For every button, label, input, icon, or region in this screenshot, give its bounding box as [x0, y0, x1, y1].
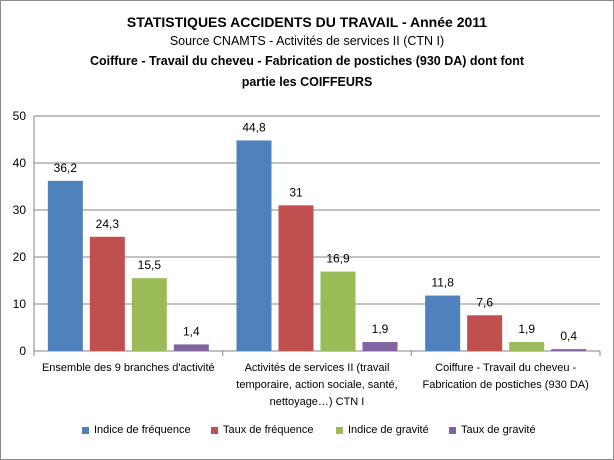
- x-category-label: Coiffure - Travail du cheveu - Fabricatio…: [411, 360, 601, 394]
- data-label: 0,4: [560, 329, 577, 343]
- bar: [509, 342, 545, 351]
- y-tick-label: 30: [13, 203, 27, 217]
- data-label: 11,8: [431, 276, 454, 290]
- legend-label: Indice de gravité: [348, 424, 429, 436]
- legend-item: Indice de fréquence: [82, 424, 191, 436]
- bar: [425, 295, 461, 351]
- data-label: 16,9: [326, 252, 350, 266]
- legend-label: Taux de fréquence: [223, 424, 314, 436]
- chart-subtitle-line-2: partie les COIFFEURS: [241, 75, 373, 89]
- bar: [278, 205, 314, 351]
- bar: [131, 278, 167, 351]
- data-label: 1,9: [518, 322, 535, 336]
- x-category-label-line: Activités de services II (travail: [244, 362, 390, 374]
- chart-subtitle-line-1: Coiffure - Travail du cheveu - Fabricati…: [89, 54, 525, 68]
- bar: [320, 271, 356, 351]
- legend-item: Taux de fréquence: [211, 424, 314, 436]
- x-category-label-line: Ensemble des 9 branches d'activité: [41, 362, 215, 374]
- x-category-label-line: temporaire, action sociale, santé,: [236, 379, 398, 391]
- bar: [89, 236, 125, 351]
- legend: Indice de fréquence Taux de fréquence Indi…: [0, 424, 614, 444]
- bar: [236, 140, 272, 351]
- y-tick-label: 0: [19, 344, 26, 358]
- x-category-label: Ensemble des 9 branches d'activité: [33, 360, 223, 377]
- chart-title: STATISTIQUES ACCIDENTS DU TRAVAIL - Anné…: [126, 14, 488, 30]
- y-tick-label: 20: [13, 250, 27, 264]
- data-label: 44,8: [242, 120, 266, 134]
- legend-swatch: [211, 426, 218, 434]
- data-label: 1,4: [183, 324, 200, 338]
- data-label: 31: [289, 185, 303, 199]
- chart-subtitle-source: Source CNAMTS - Activités de services II…: [169, 34, 445, 48]
- x-category-label: Activités de services II (travail tempora…: [222, 360, 412, 411]
- y-tick-label: 10: [13, 297, 27, 311]
- y-tick-label: 50: [13, 109, 27, 123]
- data-label: 1,9: [372, 322, 389, 336]
- x-category-label-line: Coiffure - Travail du cheveu -: [435, 362, 577, 374]
- legend-item: Indice de gravité: [336, 424, 429, 436]
- data-label: 36,2: [54, 161, 78, 175]
- data-label: 7,6: [476, 295, 493, 309]
- data-label: 15,5: [138, 258, 162, 272]
- bar: [173, 344, 209, 351]
- bar: [47, 180, 83, 351]
- legend-swatch: [336, 426, 343, 434]
- legend-label: Indice de fréquence: [94, 424, 191, 436]
- y-tick-label: 40: [13, 156, 27, 170]
- legend-label: Taux de gravité: [461, 424, 536, 436]
- bar: [551, 349, 587, 351]
- x-category-label-line: Fabrication de postiches (930 DA): [422, 379, 589, 391]
- bar: [362, 342, 398, 351]
- x-category-label-line: nettoyage…) CTN I: [269, 396, 365, 408]
- legend-swatch: [82, 426, 89, 434]
- data-label: 24,3: [96, 217, 120, 231]
- legend-swatch: [449, 426, 456, 434]
- legend-item: Taux de gravité: [449, 424, 536, 436]
- bar: [467, 315, 503, 351]
